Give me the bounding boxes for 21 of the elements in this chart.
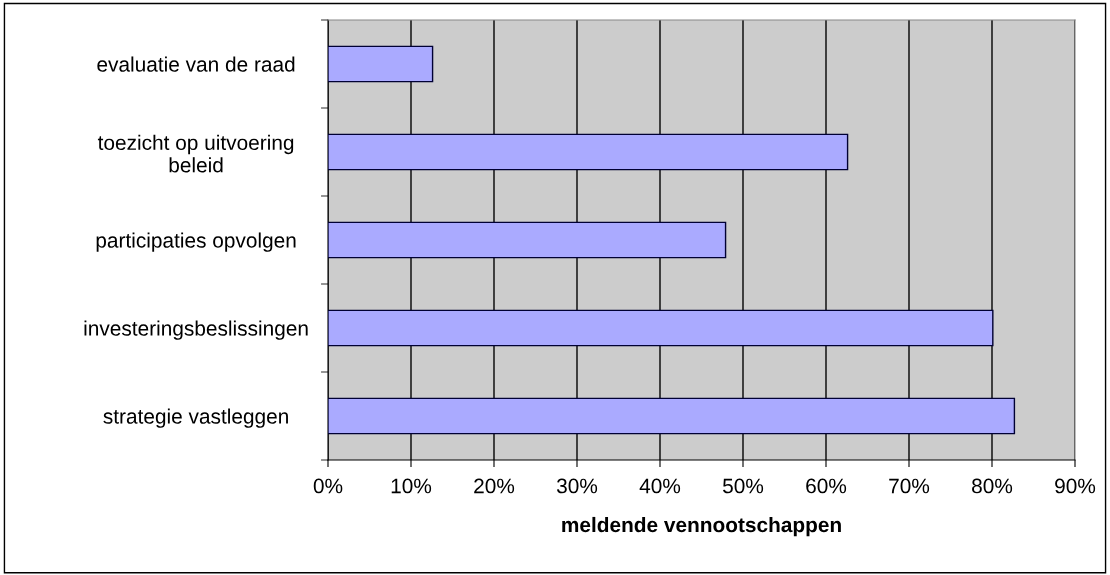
y-tick-label: evaluatie van de raad	[97, 56, 295, 72]
y-tick-label: participaties opvolgen	[96, 232, 296, 252]
bar	[328, 45, 434, 83]
bar	[328, 133, 849, 171]
x-tick-label: 10%	[391, 478, 432, 494]
x-tick-label: 90%	[1055, 478, 1096, 494]
bar	[328, 397, 1016, 435]
bar	[328, 309, 994, 347]
x-tick-label: 20%	[474, 478, 515, 494]
x-tick-label: 50%	[722, 478, 764, 494]
x-axis-title: meldende vennootschappen	[562, 516, 841, 537]
x-tick-label: 0%	[313, 478, 343, 494]
x-tick-label: 80%	[972, 478, 1013, 494]
x-tick-label: 60%	[806, 478, 847, 494]
x-tick-label: 30%	[556, 478, 598, 494]
y-tick-label: strategie vastleggen	[103, 408, 288, 428]
x-tick-label: 70%	[889, 478, 930, 494]
bar	[328, 221, 727, 259]
x-tick-label: 40%	[639, 478, 681, 494]
y-tick-label: toezicht op uitvoering beleid	[97, 134, 294, 173]
y-tick-label: investeringsbeslissingen	[84, 320, 308, 340]
